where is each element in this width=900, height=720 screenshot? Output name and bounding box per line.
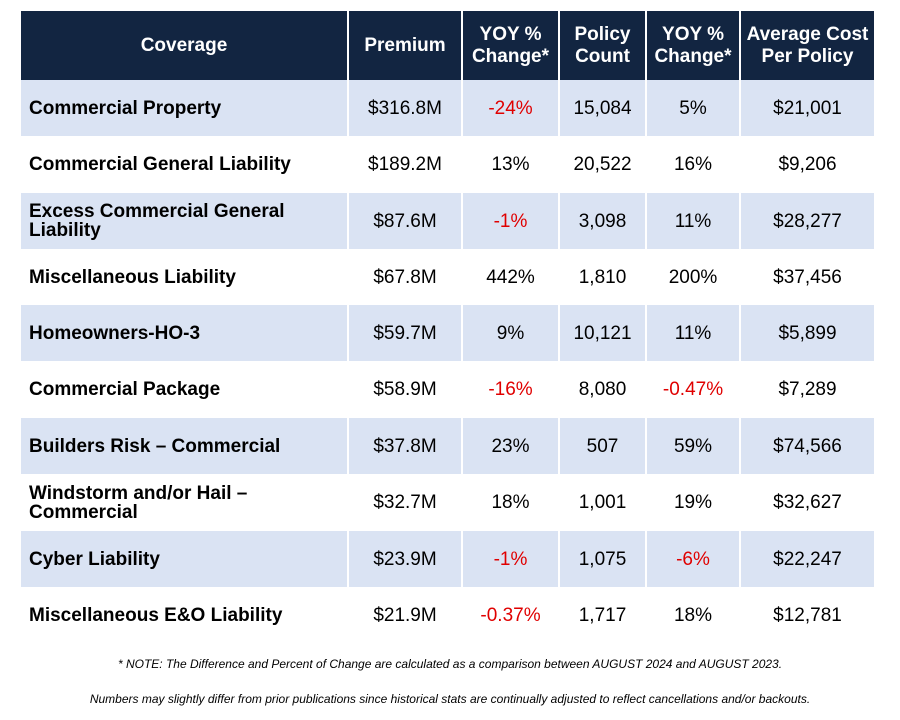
header-average-cost: Average Cost Per Policy bbox=[740, 11, 874, 80]
cell-policy-count: 1,001 bbox=[559, 474, 647, 531]
header-premium-yoy-change: YOY % Change* bbox=[462, 11, 560, 80]
header-policy-yoy-change: YOY % Change* bbox=[646, 11, 741, 80]
cell-policy-yoy: 18% bbox=[646, 587, 741, 643]
cell-premium: $59.7M bbox=[348, 305, 463, 361]
cell-average-cost: $5,899 bbox=[740, 305, 874, 361]
header-coverage: Coverage bbox=[21, 11, 349, 80]
cell-premium: $21.9M bbox=[348, 587, 463, 643]
cell-coverage: Cyber Liability bbox=[21, 531, 349, 587]
cell-average-cost: $32,627 bbox=[740, 474, 874, 531]
cell-premium-yoy: 23% bbox=[462, 418, 560, 474]
cell-coverage: Miscellaneous Liability bbox=[21, 249, 349, 305]
cell-policy-count: 1,810 bbox=[559, 249, 647, 305]
table-row: Windstorm and/or Hail – Commercial $32.7M… bbox=[21, 474, 874, 531]
header-premium: Premium bbox=[348, 11, 463, 80]
cell-policy-yoy: 200% bbox=[646, 249, 741, 305]
cell-average-cost: $9,206 bbox=[740, 136, 874, 193]
cell-policy-count: 507 bbox=[559, 418, 647, 474]
cell-policy-yoy: 59% bbox=[646, 418, 741, 474]
table-row: Miscellaneous E&O Liability $21.9M -0.37% 1… bbox=[21, 587, 874, 643]
cell-average-cost: $22,247 bbox=[740, 531, 874, 587]
table-row: Commercial General Liability $189.2M 13% 20… bbox=[21, 136, 874, 193]
cell-policy-yoy: 16% bbox=[646, 136, 741, 193]
cell-premium-yoy: -1% bbox=[462, 531, 560, 587]
cell-average-cost: $74,566 bbox=[740, 418, 874, 474]
cell-premium: $58.9M bbox=[348, 361, 463, 418]
table-row: Cyber Liability $23.9M -1% 1,075 -6% $22,247 bbox=[21, 531, 874, 587]
coverage-table: Coverage Premium YOY % Change* Policy Co… bbox=[21, 11, 874, 643]
cell-average-cost: $7,289 bbox=[740, 361, 874, 418]
cell-average-cost: $28,277 bbox=[740, 193, 874, 249]
cell-premium-yoy: 18% bbox=[462, 474, 560, 531]
table-row: Commercial Package $58.9M -16% 8,080 -0.47% $… bbox=[21, 361, 874, 418]
cell-policy-count: 8,080 bbox=[559, 361, 647, 418]
cell-policy-count: 20,522 bbox=[559, 136, 647, 193]
cell-premium-yoy: -16% bbox=[462, 361, 560, 418]
cell-coverage: Commercial General Liability bbox=[21, 136, 349, 193]
cell-policy-count: 3,098 bbox=[559, 193, 647, 249]
cell-average-cost: $37,456 bbox=[740, 249, 874, 305]
cell-policy-yoy: 11% bbox=[646, 305, 741, 361]
cell-coverage: Excess Commercial General Liability bbox=[21, 193, 349, 249]
cell-policy-count: 10,121 bbox=[559, 305, 647, 361]
cell-policy-count: 1,717 bbox=[559, 587, 647, 643]
cell-premium: $87.6M bbox=[348, 193, 463, 249]
cell-policy-yoy: 19% bbox=[646, 474, 741, 531]
header-row: Coverage Premium YOY % Change* Policy Co… bbox=[21, 11, 874, 80]
table-row: Commercial Property $316.8M -24% 15,084 5% $2… bbox=[21, 80, 874, 136]
cell-premium-yoy: -1% bbox=[462, 193, 560, 249]
table-row: Homeowners-HO-3 $59.7M 9% 10,121 11% $5,899 bbox=[21, 305, 874, 361]
cell-coverage: Commercial Package bbox=[21, 361, 349, 418]
cell-policy-yoy: 5% bbox=[646, 80, 741, 136]
cell-policy-count: 1,075 bbox=[559, 531, 647, 587]
cell-premium-yoy: 9% bbox=[462, 305, 560, 361]
table-body: Commercial Property $316.8M -24% 15,084 5% $2… bbox=[21, 80, 874, 643]
cell-policy-yoy: -6% bbox=[646, 531, 741, 587]
table-row: Builders Risk – Commercial $37.8M 23% 507 59… bbox=[21, 418, 874, 474]
cell-premium-yoy: 13% bbox=[462, 136, 560, 193]
cell-policy-yoy: -0.47% bbox=[646, 361, 741, 418]
cell-coverage: Commercial Property bbox=[21, 80, 349, 136]
cell-policy-count: 15,084 bbox=[559, 80, 647, 136]
cell-premium: $32.7M bbox=[348, 474, 463, 531]
cell-coverage: Windstorm and/or Hail – Commercial bbox=[21, 474, 349, 531]
footnote-comparison: * NOTE: The Difference and Percent of Ch… bbox=[117, 657, 783, 671]
footnote-adjustments: Numbers may slightly differ from prior p… bbox=[89, 692, 811, 706]
table-row: Excess Commercial General Liability $87.6… bbox=[21, 193, 874, 249]
cell-premium-yoy: 442% bbox=[462, 249, 560, 305]
cell-coverage: Homeowners-HO-3 bbox=[21, 305, 349, 361]
cell-premium: $316.8M bbox=[348, 80, 463, 136]
cell-average-cost: $12,781 bbox=[740, 587, 874, 643]
cell-average-cost: $21,001 bbox=[740, 80, 874, 136]
cell-premium-yoy: -24% bbox=[462, 80, 560, 136]
cell-premium: $67.8M bbox=[348, 249, 463, 305]
cell-premium: $37.8M bbox=[348, 418, 463, 474]
cell-premium: $23.9M bbox=[348, 531, 463, 587]
cell-premium: $189.2M bbox=[348, 136, 463, 193]
table-row: Miscellaneous Liability $67.8M 442% 1,810 20… bbox=[21, 249, 874, 305]
cell-premium-yoy: -0.37% bbox=[462, 587, 560, 643]
cell-policy-yoy: 11% bbox=[646, 193, 741, 249]
header-policy-count: Policy Count bbox=[559, 11, 647, 80]
cell-coverage: Miscellaneous E&O Liability bbox=[21, 587, 349, 643]
cell-coverage: Builders Risk – Commercial bbox=[21, 418, 349, 474]
